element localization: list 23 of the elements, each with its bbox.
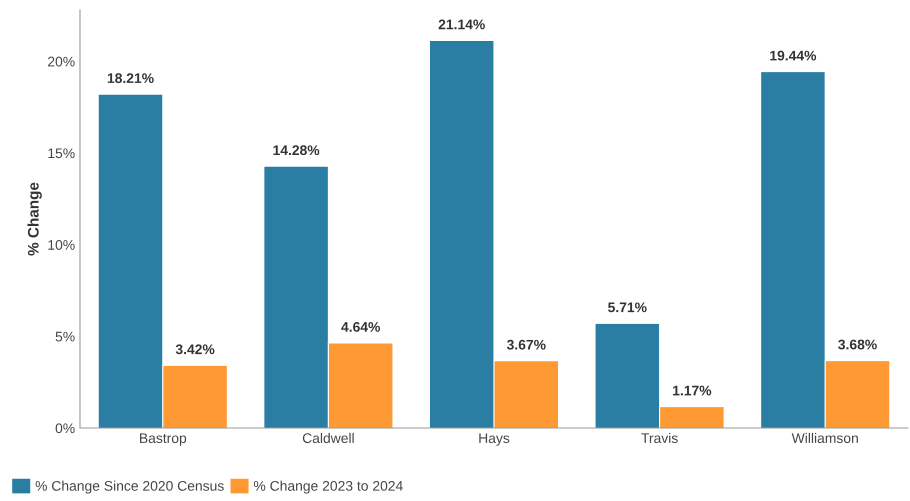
data-label: 3.68%: [838, 340, 877, 350]
y-tick-label: 10%: [48, 240, 75, 250]
data-label: 19.44%: [770, 50, 816, 61]
x-tick-label: Caldwell: [302, 432, 354, 444]
x-tick-label: Hays: [479, 433, 510, 446]
x-tick-label: Bastrop: [140, 433, 186, 446]
y-tick-label: 5%: [56, 332, 75, 342]
legend-label: % Change Since 2020 Census: [36, 480, 224, 494]
data-label: 5.71%: [608, 302, 647, 312]
data-label: 3.42%: [176, 344, 214, 354]
data-label: 1.17%: [673, 386, 712, 396]
y-tick-label: 20%: [48, 56, 75, 67]
legend-label: % Change 2023 to 2024: [254, 480, 403, 494]
y-tick-label: 0%: [56, 423, 75, 434]
data-label: 18.21%: [108, 73, 154, 84]
data-label: 21.14%: [438, 20, 485, 30]
x-tick-label: Williamson: [792, 432, 858, 444]
x-tick-label: Travis: [641, 432, 678, 444]
data-label: 3.67%: [506, 340, 546, 350]
y-axis-title: % Change: [27, 182, 42, 256]
data-label: 4.64%: [341, 322, 380, 332]
data-label: 14.28%: [273, 145, 320, 156]
y-tick-label: 15%: [48, 148, 75, 158]
